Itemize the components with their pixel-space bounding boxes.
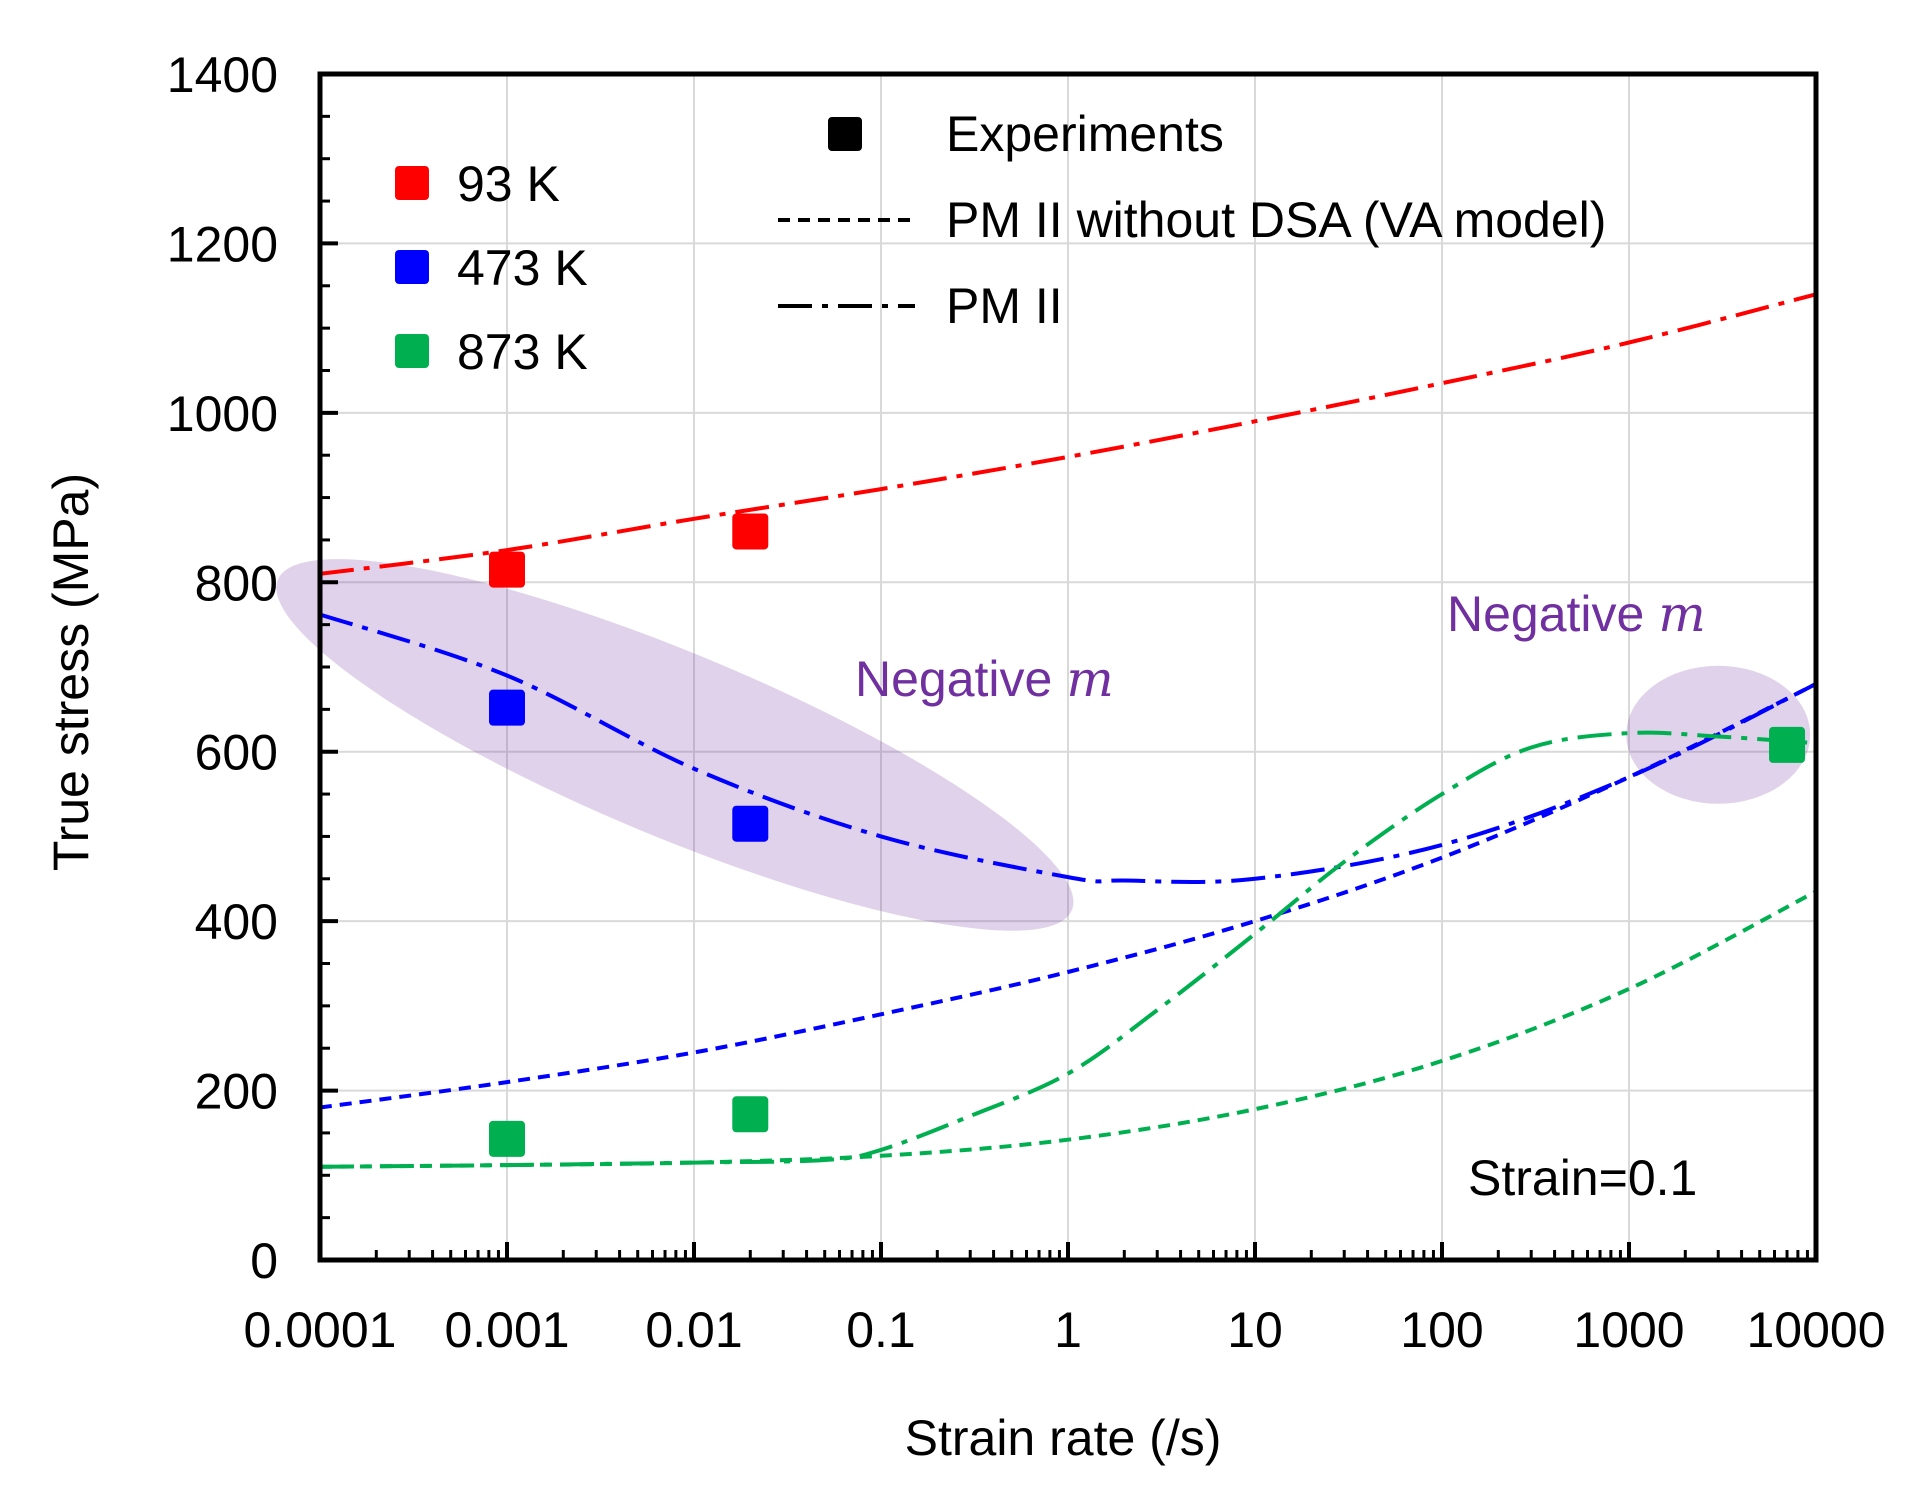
series-line-4 <box>319 730 1817 1169</box>
highlight-label-left: Negative m <box>855 650 1114 708</box>
legend-models: Experiments PM II without DSA (VA model) P… <box>778 106 1606 334</box>
y-axis-title: True stress (MPa) <box>43 473 99 871</box>
legend-swatch <box>395 334 429 368</box>
legend-swatch <box>395 250 429 284</box>
y-tick-label: 1000 <box>167 386 278 442</box>
x-tick-label: 1 <box>1054 1302 1082 1358</box>
series-line-0 <box>319 292 1817 576</box>
legend-label: 873 K <box>457 324 588 380</box>
experiment-markers <box>489 513 1806 1157</box>
legend-label: Experiments <box>946 106 1224 162</box>
strain-annotation: Strain=0.1 <box>1468 1150 1697 1206</box>
experiment-point-2-1 <box>732 1096 769 1133</box>
legend-label: PM II <box>946 278 1063 334</box>
experiment-point-0-0 <box>489 551 525 588</box>
highlight-region-left <box>276 559 1074 931</box>
y-tick-label: 800 <box>195 555 278 611</box>
x-axis-title: Strain rate (/s) <box>905 1410 1222 1466</box>
tick-labels: 0.0001 0.001 0.01 0.1 1 10 100 1000 10000 0 200 400… <box>167 47 1886 1358</box>
experiment-point-0-1 <box>732 513 769 550</box>
x-tick-label: 10000 <box>1746 1302 1885 1358</box>
experiment-point-2-2 <box>1769 726 1806 763</box>
y-tick-label: 1400 <box>167 47 278 103</box>
y-tick-label: 200 <box>195 1064 278 1120</box>
y-tick-label: 400 <box>195 894 278 950</box>
y-tick-label: 1200 <box>167 216 278 272</box>
x-tick-label: 0.0001 <box>244 1302 397 1358</box>
legend-label: 473 K <box>457 240 588 296</box>
highlight-label-right: Negative m <box>1447 585 1706 643</box>
series-lines <box>319 292 1817 1169</box>
experiment-point-1-0 <box>489 689 525 726</box>
legend-temperatures: 93 K 473 K 873 K <box>395 156 588 380</box>
experiment-point-2-0 <box>489 1120 525 1157</box>
x-tick-label: 0.1 <box>846 1302 916 1358</box>
x-tick-label: 0.01 <box>645 1302 742 1358</box>
legend-swatch <box>395 166 429 200</box>
legend-label: 93 K <box>457 156 560 212</box>
y-tick-label: 0 <box>250 1233 278 1289</box>
legend-label: PM II without DSA (VA model) <box>946 192 1606 248</box>
x-tick-label: 10 <box>1227 1302 1283 1358</box>
x-tick-label: 100 <box>1400 1302 1483 1358</box>
axis-ticks <box>318 72 1818 1262</box>
y-tick-label: 600 <box>195 725 278 781</box>
x-tick-label: 1000 <box>1573 1302 1684 1358</box>
experiment-point-1-1 <box>732 805 769 842</box>
legend-symbol <box>828 117 862 151</box>
x-tick-label: 0.001 <box>444 1302 569 1358</box>
